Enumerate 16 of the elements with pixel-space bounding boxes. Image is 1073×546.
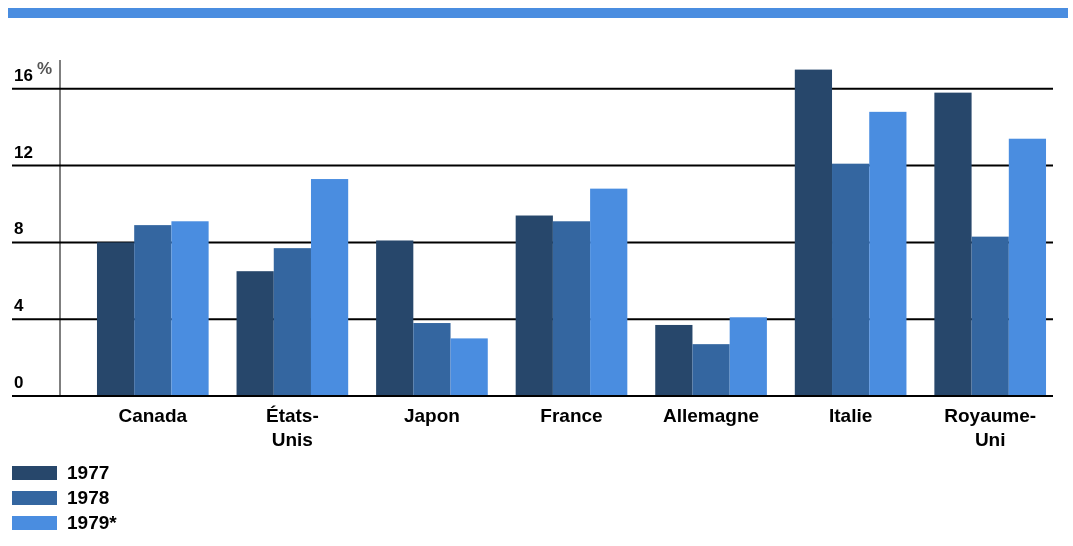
x-tick-label: Canada <box>118 405 188 426</box>
x-tick-label: Allemagne <box>663 405 760 426</box>
y-axis-title: % <box>36 59 52 78</box>
legend-label: 1979* <box>67 512 118 533</box>
x-tick-label: Japon <box>403 405 460 426</box>
x-tick-label: États-Unis <box>265 405 319 450</box>
x-tick-label: Italie <box>828 405 873 426</box>
x-tick-label: France <box>540 405 603 426</box>
x-tick-label: Royaume-Uni <box>944 405 1037 450</box>
y-tick-label: 12 <box>14 142 33 162</box>
legend-label: 1977 <box>67 462 110 483</box>
y-tick-label: 0 <box>14 373 24 392</box>
y-tick-label: 4 <box>14 296 24 316</box>
legend-label: 1978 <box>67 487 110 508</box>
y-tick-label: 8 <box>14 219 24 239</box>
y-tick-label: 16 <box>14 65 33 85</box>
